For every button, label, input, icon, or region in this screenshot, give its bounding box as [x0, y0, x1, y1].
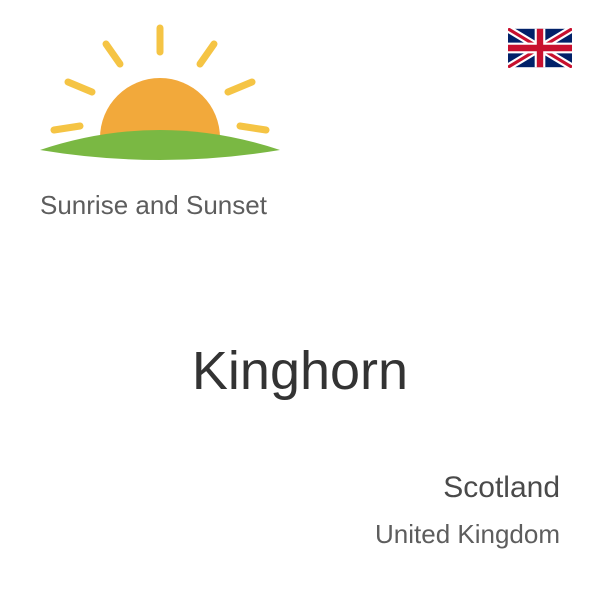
- city-name: Kinghorn: [0, 340, 600, 402]
- region-name: Scotland: [443, 471, 560, 505]
- sunrise-icon: [30, 20, 290, 180]
- sunrise-logo: [30, 20, 290, 180]
- uk-flag-icon: [508, 28, 572, 68]
- country-name: United Kingdom: [375, 519, 560, 550]
- tagline-text: Sunrise and Sunset: [40, 190, 267, 221]
